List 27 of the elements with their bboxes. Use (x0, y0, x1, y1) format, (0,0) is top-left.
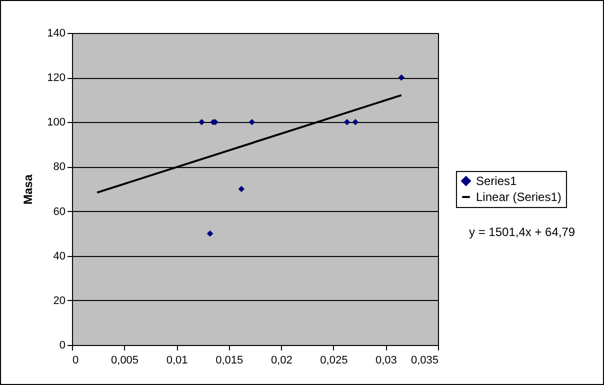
text: y = 1501,4x + 64,79 (469, 225, 576, 239)
point (248, 118, 256, 126)
legend-label: Series1 (476, 174, 518, 188)
x-tick-label: 0 (72, 354, 79, 366)
x-tick-label: 0,015 (216, 354, 244, 366)
y-tick-label: 140 (47, 28, 66, 40)
point (352, 118, 359, 126)
point (238, 186, 245, 192)
y-tick-label: 20 (53, 294, 66, 307)
legend-label: Linear (Series1) (476, 190, 562, 204)
x-tick-label: 0,01 (166, 354, 188, 366)
y-tick-label: 120 (47, 72, 66, 84)
y-tick-label: 0 (59, 340, 66, 352)
x-tick-label: 0,02 (270, 354, 292, 366)
y-tick-label: 40 (53, 250, 66, 262)
x-tick-label: 0,005 (111, 354, 139, 366)
y-axis-title: Masa (21, 174, 36, 205)
x-tick-label: 0,03 (376, 354, 397, 366)
point (198, 118, 205, 126)
y-tick-label: 100 (47, 116, 66, 129)
point (206, 230, 214, 237)
y-tick-label: 80 (53, 161, 66, 174)
point (344, 118, 350, 126)
point (398, 74, 405, 81)
x-tick-label: 0,035 (410, 354, 438, 366)
x-tick-label: 0,025 (320, 354, 348, 366)
y-tick-label: 60 (53, 206, 66, 218)
